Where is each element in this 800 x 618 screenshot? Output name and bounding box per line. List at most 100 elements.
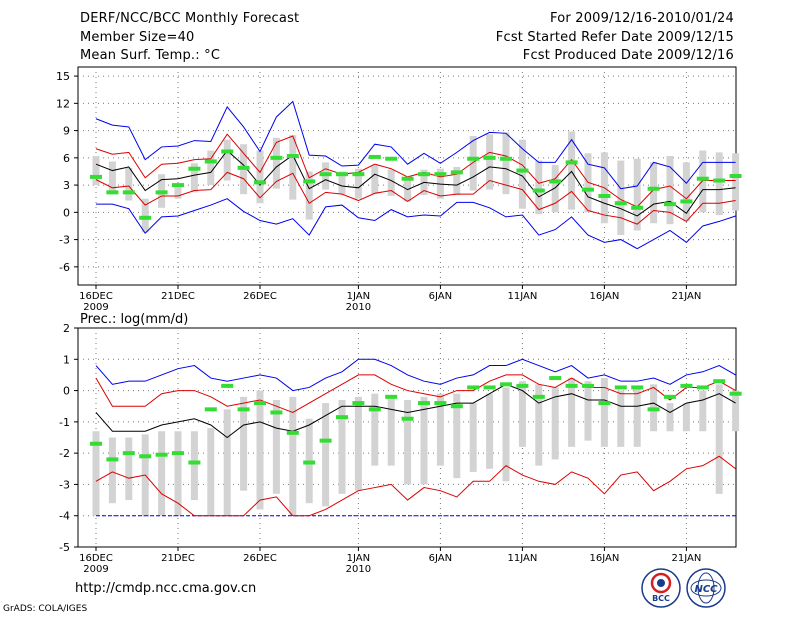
panel-1-observed-mark [549,376,562,381]
panel-1-observed-mark [90,441,102,446]
bcc-logo-text: BCC [652,594,670,603]
panel-1-spread-bar [371,393,379,466]
panel-0-ytick-label: -6 [59,261,70,274]
panel-0-observed-mark [516,168,529,173]
forecast-period: For 2009/12/16-2010/01/24 [550,11,734,26]
panel-0-spread-bar [453,166,461,196]
panel-1-ytick-label: -4 [59,510,70,523]
panel-1-observed-mark [631,385,644,390]
panel-0-spread-bar [190,163,198,193]
panel-1-observed-mark [532,394,545,399]
panel-0-spread-bar [108,161,116,195]
panel-1-observed-mark [598,401,611,406]
panel-1-xtick-label: 21DEC [161,553,195,564]
panel-1-observed-mark [664,394,676,399]
panel-1-spread-bar [125,437,133,501]
panel-1-spread-bar [190,431,198,501]
panel-1-spread-bar [174,431,182,516]
panel-0-xtick-label: 16DEC [79,291,113,302]
bcc-logo-icon: BCC [641,568,681,608]
panel-1-spread-bar [207,428,215,516]
panel-0-observed-mark [106,190,119,195]
panel-0-max-line [95,100,736,190]
panel-0-spread-bar [502,132,510,195]
panel-1-observed-mark [319,438,332,443]
prec-panel-label: Prec.: log(mm/d) [80,312,188,327]
panel-1-spread-bar [502,387,510,482]
panel-1-observed-mark [647,407,660,412]
panel-1-observed-mark [713,379,726,384]
chart-title: DERF/NCC/BCC Monthly Forecast [80,11,300,26]
panel-0-observed-mark [368,154,381,159]
ncc-logo-text: NCC [694,584,718,595]
panel-0-observed-mark [336,172,348,177]
panel-1-spread-bar [322,403,330,507]
panel-0-observed-mark [434,172,447,177]
panel-1-spread-bar [617,390,625,447]
panel-0-observed-mark [385,156,398,161]
panel-0-xtick-label: 26DEC [243,291,277,302]
panel-0-observed-mark [713,178,726,183]
panel-0-observed-mark [483,155,496,160]
panel-1-ytick-label: 1 [63,353,70,366]
panel-0-spread-bar [617,160,625,236]
panel-0-spread-bar [699,150,707,213]
source-url[interactable]: http://cmdp.ncc.cma.gov.cn [75,581,257,596]
panel-1-observed-mark [385,394,398,399]
panel-0-observed-mark [549,179,562,184]
panel-1-spread-bar [92,431,100,516]
member-size: Member Size=40 [80,30,195,45]
panel-1-observed-mark [139,454,152,459]
panel-0-observed-mark [352,172,365,177]
panel-1-upper-line [95,374,736,414]
panel-0-observed-mark [582,187,594,192]
panel-0-xtick-year: 2009 [83,302,108,313]
panel-1-spread-bar [600,378,608,447]
panel-0-spread-bar [354,168,362,199]
panel-0-spread-bar [256,150,264,204]
fcst-started-date: Fcst Started Refer Date 2009/12/15 [495,30,734,45]
panel-1-observed-mark [221,383,234,388]
panel-1-xtick-year: 2009 [83,564,108,575]
panel-1-observed-mark [188,460,201,465]
panel-1-spread-bar [486,393,494,469]
panel-0-spread-bar [174,185,182,199]
panel-1-spread-bar [682,403,690,432]
panel-0-ytick-label: 6 [63,152,70,165]
panel-0-ytick-label: 9 [63,125,70,138]
panel-1-spread-bar [223,409,231,516]
panel-0-spread-bar [732,153,740,211]
panel-1-observed-mark [434,401,447,406]
panel-0-observed-mark [664,202,676,207]
panel-1-observed-mark [418,401,430,406]
panel-0-spread-bar [518,139,526,209]
panel-1-ytick-label: -2 [59,447,70,460]
panel-1-observed-mark [565,383,578,388]
panel-0-observed-mark [614,201,627,206]
panel-0-spread-bar [551,165,559,213]
panel-0-mean-line [95,149,736,217]
panel-0-observed-mark [90,174,102,179]
panel-1-observed-mark [582,383,594,388]
panel-0-spread-bar [272,137,280,189]
panel-0-observed-mark [155,190,168,195]
panel-1-spread-bar [666,403,674,432]
panel-0-spread-bar [387,169,395,196]
panel-0-spread-bar [141,198,149,233]
panel-0-spread-bar [666,156,674,225]
panel-1-observed-mark [270,410,283,415]
temp-panel-label: Mean Surf. Temp.: °C [80,48,221,63]
panel-0-spread-bar [650,162,658,224]
panel-1-ytick-label: -1 [59,416,70,429]
panel-0-spread-bar [92,156,100,186]
panel-1-observed-mark [237,407,250,412]
panel-1-spread-bar [518,381,526,447]
panel-1-xtick-label: 6JAN [429,553,452,564]
panel-1-spread-bar [354,396,362,491]
panel-0-spread-bar [223,139,231,181]
panel-1-spread-bar [420,396,428,485]
panel-1-spread-bar [715,384,723,494]
panel-1-spread-bar [240,396,248,491]
panel-1-xtick-year: 2010 [346,564,371,575]
